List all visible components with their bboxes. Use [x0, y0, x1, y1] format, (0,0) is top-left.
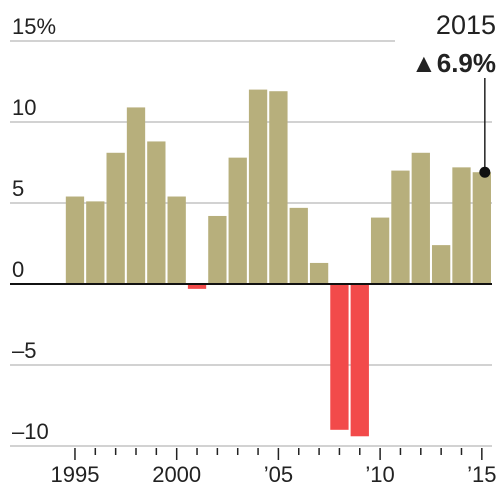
bar	[452, 167, 471, 284]
x-tick-label: 1995	[50, 462, 99, 487]
bar	[411, 152, 430, 284]
bar	[228, 157, 247, 284]
value-label: ▲6.9%	[411, 48, 496, 78]
x-tick-label: ’15	[467, 462, 496, 487]
bar	[370, 217, 390, 284]
bar	[289, 207, 308, 284]
y-tick-label: 5	[12, 176, 24, 201]
bar	[309, 262, 329, 284]
y-tick-label: –5	[12, 338, 36, 363]
annotation-title: 2015	[436, 10, 496, 40]
marker-dot	[479, 166, 491, 178]
x-tick-label: 2000	[152, 462, 201, 487]
bar	[208, 215, 227, 284]
bar	[147, 141, 166, 284]
bar	[391, 170, 410, 284]
bar	[65, 196, 85, 284]
x-tick-label: ’05	[264, 462, 293, 487]
bar	[167, 196, 186, 284]
y-tick-label: 15%	[12, 14, 56, 39]
bar	[126, 107, 146, 284]
y-tick-label: 10	[12, 95, 36, 120]
bar	[106, 152, 125, 284]
bar	[330, 284, 349, 430]
bar	[86, 201, 105, 284]
bar	[472, 172, 491, 284]
bar	[350, 284, 369, 437]
x-tick-label: ’10	[365, 462, 394, 487]
bar	[248, 89, 268, 284]
bar	[431, 245, 451, 284]
y-tick-label: 0	[12, 257, 24, 282]
bar	[269, 91, 288, 284]
bar	[187, 284, 207, 289]
y-tick-label: –10	[12, 419, 49, 444]
